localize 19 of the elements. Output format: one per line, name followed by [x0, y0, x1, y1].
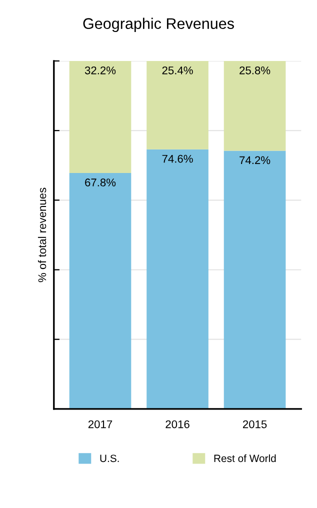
data-label: 74.2%: [240, 156, 270, 164]
x-tick-label: 2015: [242, 420, 267, 428]
data-label: 25.8%: [240, 66, 270, 74]
y-axis-title: % of total revenues: [38, 188, 46, 282]
data-label: 32.2%: [84, 66, 116, 74]
bar: [146, 60, 208, 150]
x-tick-label: 2016: [166, 420, 190, 428]
bar: [69, 173, 132, 409]
bar: [224, 150, 286, 409]
data-label: 25.4%: [162, 66, 193, 74]
legend-label: Rest of World: [214, 454, 276, 462]
bar: [69, 60, 132, 174]
bar: [146, 149, 208, 409]
x-tick-label: 2017: [88, 420, 112, 428]
legend-label: U.S.: [100, 454, 119, 462]
data-label: 74.6%: [162, 154, 193, 163]
bar: [224, 60, 286, 151]
data-label: 67.8%: [85, 178, 116, 186]
chart-title: Geographic Revenues: [83, 18, 234, 32]
